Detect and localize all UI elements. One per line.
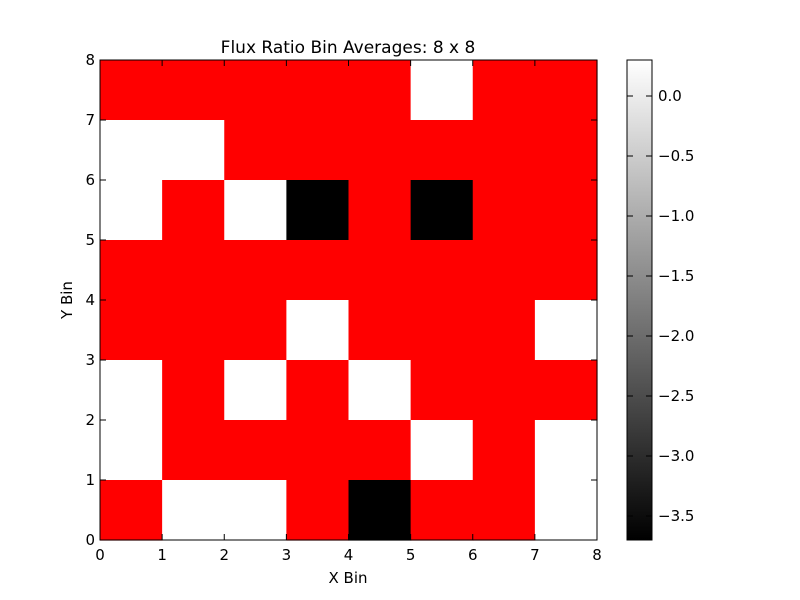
heatmap-cell [410, 300, 474, 361]
colorbar-axis: 0.0 −0.5 −1.0 −1.5 −2.0 −2.5 −3.0 −3.5 [627, 87, 694, 525]
heatmap-cell [162, 360, 225, 421]
heatmap-cell [100, 60, 163, 121]
heatmap-cell [410, 240, 474, 301]
heatmap-cell [348, 180, 412, 241]
heatmap-cell [224, 360, 287, 421]
heatmap-cell [534, 120, 598, 181]
heatmap-cell [534, 240, 598, 301]
heatmap-cell [162, 240, 225, 301]
heatmap-cell [472, 240, 536, 301]
heatmap-cell [410, 480, 474, 541]
x-tick-label: 3 [282, 546, 292, 564]
colorbar-tick-label: −2.5 [658, 387, 694, 405]
heatmap-cell [534, 180, 598, 241]
heatmap-cell [162, 60, 225, 121]
heatmap-cell [348, 120, 412, 181]
y-tick-label: 2 [85, 411, 95, 429]
heatmap-cell [286, 180, 350, 241]
x-tick-label: 8 [592, 546, 602, 564]
heatmap-cell [472, 360, 536, 421]
heatmap-cell [286, 300, 350, 361]
heatmap-cell [472, 120, 536, 181]
x-tick-label: 6 [468, 546, 478, 564]
colorbar-tick-label: −0.5 [658, 147, 694, 165]
heatmap-cell [348, 360, 412, 421]
heatmap-cell [162, 300, 225, 361]
heatmap-cell [472, 480, 536, 541]
heatmap-cell [410, 60, 474, 121]
colorbar-tick-label: −1.0 [658, 207, 694, 225]
heatmap-cell [534, 420, 598, 481]
y-tick-label: 1 [85, 471, 95, 489]
heatmap-cell [286, 240, 350, 301]
heatmap-cells [100, 60, 598, 541]
chart-title: Flux Ratio Bin Averages: 8 x 8 [221, 38, 476, 58]
y-tick-label: 4 [85, 291, 95, 309]
y-tick-label: 0 [85, 531, 95, 549]
y-tick-label: 7 [85, 111, 95, 129]
heatmap-cell [286, 60, 350, 121]
heatmap-cell [286, 420, 350, 481]
heatmap-cell [534, 480, 598, 541]
heatmap-cell [534, 360, 598, 421]
colorbar-tick-label: −1.5 [658, 267, 694, 285]
heatmap-cell [472, 180, 536, 241]
heatmap-cell [224, 300, 287, 361]
heatmap-cell [224, 180, 287, 241]
heatmap-cell [410, 180, 474, 241]
heatmap-cell [472, 300, 536, 361]
x-tick-label: 1 [157, 546, 167, 564]
heatmap-cell [224, 120, 287, 181]
heatmap-cell [534, 60, 598, 121]
heatmap-cell [100, 300, 163, 361]
heatmap-cell [286, 120, 350, 181]
heatmap-cell [286, 480, 350, 541]
y-tick-label: 3 [85, 351, 95, 369]
heatmap-cell [348, 480, 412, 541]
heatmap-cell [224, 60, 287, 121]
y-axis-label: Y Bin [58, 281, 76, 320]
heatmap-cell [472, 420, 536, 481]
colorbar-tick-label: −2.0 [658, 327, 694, 345]
x-axis: 0 1 2 3 4 5 6 7 8 [95, 60, 602, 564]
y-tick-label: 6 [85, 171, 95, 189]
heatmap-cell [100, 360, 163, 421]
x-tick-label: 7 [530, 546, 540, 564]
heatmap-cell [162, 420, 225, 481]
heatmap-cell [348, 60, 412, 121]
x-tick-label: 2 [219, 546, 229, 564]
colorbar-tick-label: −3.0 [658, 447, 694, 465]
heatmap-cell [162, 180, 225, 241]
heatmap-cell [286, 360, 350, 421]
heatmap-cell [472, 60, 536, 121]
heatmap-cell [410, 120, 474, 181]
heatmap-cell [224, 480, 287, 541]
heatmap-cell [410, 360, 474, 421]
heatmap-cell [534, 300, 598, 361]
heatmap-cell [100, 240, 163, 301]
heatmap-cell [100, 120, 163, 181]
colorbar-tick-label: −3.5 [658, 507, 694, 525]
heatmap-cell [100, 480, 163, 541]
colorbar [626, 59, 653, 541]
heatmap-cell [100, 420, 163, 481]
heatmap-cell [224, 240, 287, 301]
heatmap-cell [410, 420, 474, 481]
y-tick-label: 5 [85, 231, 95, 249]
heatmap-cell [162, 120, 225, 181]
x-tick-label: 5 [406, 546, 416, 564]
heatmap-cell [224, 420, 287, 481]
x-axis-label: X Bin [328, 569, 367, 587]
y-tick-label: 8 [85, 51, 95, 69]
colorbar-tick-label: 0.0 [658, 87, 682, 105]
heatmap-cell [348, 300, 412, 361]
y-axis: 0 1 2 3 4 5 6 7 8 [85, 51, 597, 549]
heatmap-cell [162, 480, 225, 541]
heatmap-cell [100, 180, 163, 241]
heatmap-cell [348, 240, 412, 301]
heatmap-cell [348, 420, 412, 481]
x-tick-label: 4 [344, 546, 354, 564]
x-tick-label: 0 [95, 546, 105, 564]
